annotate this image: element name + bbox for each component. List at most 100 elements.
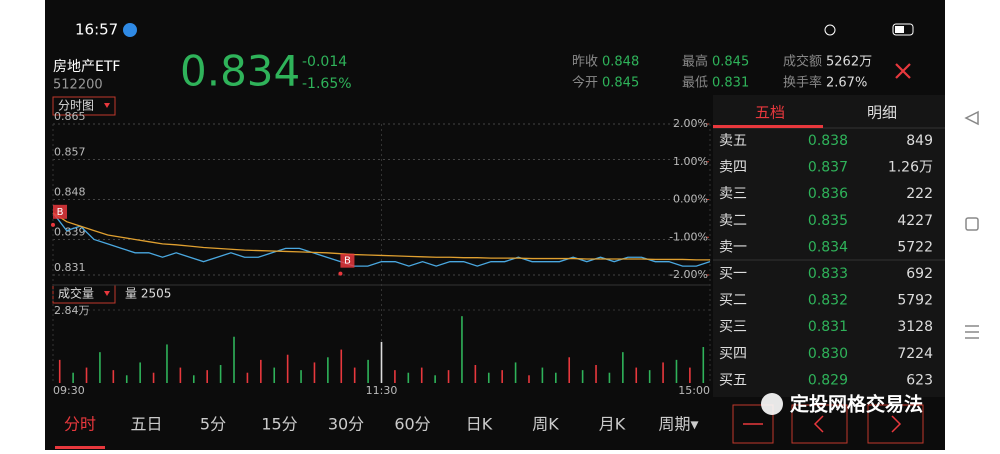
volume-bar bbox=[581, 370, 584, 383]
stat-value: 0.848 bbox=[602, 55, 639, 70]
volume-bar bbox=[514, 362, 517, 383]
order-tab[interactable]: 五档 bbox=[755, 104, 785, 122]
stat-label: 最高 bbox=[682, 54, 708, 70]
order-volume: 4227 bbox=[897, 213, 933, 229]
nav-back[interactable] bbox=[964, 110, 979, 126]
x-tick-label: 09:30 bbox=[53, 384, 85, 397]
y-tick-label: 0.857 bbox=[54, 146, 86, 159]
stat-value: 0.845 bbox=[712, 55, 749, 70]
order-volume: 849 bbox=[906, 133, 933, 149]
volume-bar bbox=[380, 341, 383, 383]
battery bbox=[892, 23, 914, 36]
volume-bar bbox=[501, 370, 503, 383]
order-label: 买四 bbox=[719, 346, 747, 362]
volume-bar bbox=[286, 354, 289, 383]
volume-bar bbox=[461, 316, 463, 383]
stat-value: 0.831 bbox=[712, 76, 749, 91]
order-label: 卖三 bbox=[719, 186, 747, 202]
order-price: 0.835 bbox=[808, 213, 848, 229]
period-tab[interactable]: 60分 bbox=[394, 415, 430, 434]
volume-bar bbox=[702, 347, 705, 383]
close-button[interactable] bbox=[895, 63, 911, 79]
nav-menu[interactable] bbox=[965, 325, 979, 339]
volume-bar bbox=[246, 372, 249, 383]
prev-button[interactable] bbox=[791, 404, 848, 444]
order-volume: 623 bbox=[906, 372, 933, 388]
price-change: -0.014 bbox=[302, 54, 347, 70]
volume-bar bbox=[233, 336, 235, 383]
order-label: 卖五 bbox=[719, 133, 747, 149]
x-tick-label: 11:30 bbox=[366, 384, 398, 397]
chart-tab[interactable]: 分时图 bbox=[58, 99, 94, 113]
period-tab[interactable]: 分时 bbox=[64, 415, 96, 434]
order-price: 0.829 bbox=[808, 372, 848, 388]
volume-bar bbox=[125, 375, 128, 383]
period-tab[interactable]: 周K bbox=[532, 415, 559, 434]
volume-bar bbox=[139, 362, 141, 383]
y-tick-label: 0.839 bbox=[54, 225, 86, 238]
app-icon bbox=[123, 23, 137, 37]
minus-button[interactable] bbox=[732, 404, 774, 444]
volume-bar bbox=[327, 357, 329, 383]
nav-home[interactable] bbox=[965, 217, 979, 231]
y2-tick-label: 2.00% bbox=[673, 117, 708, 130]
trade-badge bbox=[53, 204, 67, 219]
volume-bar bbox=[648, 370, 651, 383]
volume-bar bbox=[555, 372, 557, 383]
volume-bar bbox=[420, 367, 423, 383]
status-time: 16:57 bbox=[75, 21, 118, 39]
period-tab[interactable]: 五日 bbox=[130, 415, 162, 434]
volume-bar bbox=[300, 370, 302, 383]
volume-bar bbox=[622, 352, 624, 383]
volume-bar bbox=[313, 362, 316, 383]
tab-underline bbox=[713, 125, 823, 128]
volume-bar bbox=[662, 362, 664, 383]
order-volume: 5792 bbox=[897, 293, 933, 309]
order-price: 0.831 bbox=[808, 319, 848, 335]
volume-bar bbox=[528, 375, 530, 383]
volume-tab[interactable]: 成交量 bbox=[58, 286, 94, 301]
order-label: 卖四 bbox=[719, 160, 747, 176]
prev-icon bbox=[813, 415, 824, 433]
chart-tab-box[interactable] bbox=[52, 96, 116, 116]
volume-bar bbox=[112, 370, 115, 383]
y-tick-label: 0.831 bbox=[54, 261, 86, 274]
volume-bar bbox=[447, 370, 450, 383]
volume-bar bbox=[541, 367, 544, 383]
order-label: 卖一 bbox=[719, 239, 747, 255]
period-tab[interactable]: 15分 bbox=[261, 415, 297, 434]
watermark: 定投网格交易法 bbox=[790, 393, 923, 416]
y2-tick-label: 0.00% bbox=[673, 193, 708, 206]
y2-tick-label: 1.00% bbox=[673, 155, 708, 168]
security-name: 房地产ETF bbox=[53, 59, 120, 75]
stat-label: 昨收 bbox=[572, 55, 598, 70]
stat-label: 最低 bbox=[682, 76, 708, 91]
order-volume: 3128 bbox=[897, 319, 933, 335]
volume-bar bbox=[635, 367, 638, 383]
stat-label: 今开 bbox=[572, 75, 598, 91]
period-tab[interactable]: 日K bbox=[466, 415, 493, 434]
period-tab[interactable]: 5分 bbox=[200, 415, 226, 434]
volume-bar bbox=[85, 367, 88, 383]
stat-value: 5262万 bbox=[826, 55, 872, 70]
trade-label: B bbox=[57, 207, 64, 218]
volume-bar bbox=[72, 372, 74, 383]
period-tab[interactable]: 月K bbox=[599, 415, 626, 434]
volume-bar bbox=[675, 359, 678, 383]
volume-bar bbox=[487, 372, 490, 383]
volume-bar bbox=[595, 365, 597, 383]
volume-bar bbox=[568, 357, 571, 383]
alarm-icon bbox=[824, 24, 836, 36]
order-tab[interactable]: 明细 bbox=[867, 104, 897, 122]
trade-badge bbox=[340, 253, 355, 268]
price-line bbox=[52, 212, 710, 261]
battery-level bbox=[895, 26, 904, 33]
volume-bar bbox=[152, 372, 155, 383]
order-volume: 1.26万 bbox=[888, 160, 933, 176]
security-code: 512200 bbox=[53, 78, 103, 93]
next-button[interactable] bbox=[867, 404, 924, 444]
period-tab[interactable]: 周期▾ bbox=[658, 415, 698, 434]
period-tab[interactable]: 30分 bbox=[328, 415, 364, 434]
volume-bar bbox=[340, 349, 343, 383]
price-change-pct: -1.65% bbox=[302, 76, 352, 92]
